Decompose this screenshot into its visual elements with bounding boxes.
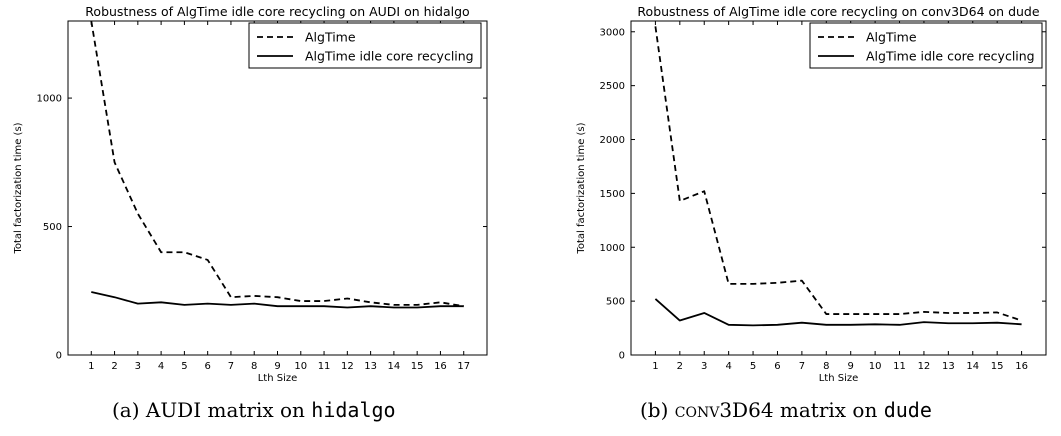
x-tick-label: 12 — [918, 361, 931, 372]
y-tick-label: 500 — [606, 297, 625, 308]
x-tick-label: 8 — [823, 361, 829, 372]
caption-b: (b) conv3D64 matrix on dude — [640, 398, 932, 422]
chart-title: Robustness of AlgTime idle core recyclin… — [85, 4, 469, 19]
x-tick-label: 7 — [799, 361, 805, 372]
x-tick-label: 9 — [274, 361, 280, 372]
y-tick-label: 0 — [56, 351, 62, 362]
legend: AlgTime AlgTime idle core recycling — [809, 22, 1043, 69]
x-tick-label: 15 — [991, 361, 1004, 372]
x-tick-label: 1 — [88, 361, 94, 372]
plot-frame — [630, 20, 1047, 356]
charts-canvas: Robustness of AlgTime idle core recyclin… — [13, 4, 1047, 384]
chart-title: Robustness of AlgTime idle core recyclin… — [637, 4, 1039, 19]
x-tick-label: 16 — [434, 361, 447, 372]
x-tick-label: 10 — [869, 361, 882, 372]
caption-b-machine: dude — [883, 398, 932, 422]
x-tick-label: 5 — [750, 361, 756, 372]
x-tick-label: 10 — [294, 361, 307, 372]
x-tick-label: 2 — [111, 361, 117, 372]
x-tick-label: 9 — [848, 361, 854, 372]
x-tick-label: 8 — [251, 361, 257, 372]
x-axis-label: Lth Size — [258, 373, 298, 384]
legend-label: AlgTime idle core recycling — [305, 49, 474, 64]
x-tick-label: 13 — [364, 361, 377, 372]
x-tick-label: 3 — [701, 361, 707, 372]
y-tick-label: 2500 — [600, 81, 625, 92]
x-tick-label: 13 — [942, 361, 955, 372]
y-tick-label: 0 — [619, 351, 625, 362]
x-tick-label: 4 — [725, 361, 731, 372]
legend-label: AlgTime — [866, 30, 917, 45]
x-tick-label: 7 — [228, 361, 234, 372]
caption-a-label: (a) AUDI matrix on — [112, 398, 312, 422]
y-tick-label: 1500 — [600, 189, 625, 200]
caption-b-prefix: (b) — [640, 398, 675, 422]
legend-box — [248, 22, 482, 69]
y-tick-label: 3000 — [600, 27, 625, 38]
x-tick-label: 1 — [652, 361, 658, 372]
y-tick-label: 1000 — [600, 243, 625, 254]
x-tick-label: 12 — [341, 361, 354, 372]
series-line-idle-core-recycling — [654, 298, 1022, 327]
caption-a: (a) AUDI matrix on hidalgo — [112, 398, 396, 422]
y-tick-label: 2000 — [600, 135, 625, 146]
legend: AlgTime AlgTime idle core recycling — [248, 22, 482, 69]
legend-label: AlgTime — [305, 30, 356, 45]
y-axis-label: Total factorization time (s) — [576, 122, 587, 254]
x-tick-label: 2 — [677, 361, 683, 372]
caption-b-label: 3D64 matrix on — [719, 398, 884, 422]
y-tick-label: 1000 — [37, 94, 62, 105]
legend-label: AlgTime idle core recycling — [866, 49, 1035, 64]
caption-a-machine: hidalgo — [311, 398, 396, 422]
series-line-idle-core-recycling — [91, 291, 464, 309]
x-tick-label: 16 — [1015, 361, 1028, 372]
caption-b-matrix-prefix: conv — [674, 398, 720, 422]
x-tick-label: 17 — [457, 361, 470, 372]
series-line-algtime — [654, 26, 1022, 322]
chart-1: Robustness of AlgTime idle core recyclin… — [576, 4, 1047, 384]
x-tick-label: 5 — [181, 361, 187, 372]
x-tick-label: 4 — [158, 361, 164, 372]
x-tick-label: 11 — [893, 361, 906, 372]
x-tick-label: 11 — [318, 361, 331, 372]
x-tick-label: 3 — [135, 361, 141, 372]
x-tick-label: 15 — [411, 361, 424, 372]
x-tick-label: 14 — [388, 361, 401, 372]
x-tick-label: 14 — [966, 361, 979, 372]
chart-0: Robustness of AlgTime idle core recyclin… — [13, 4, 488, 384]
x-axis-label: Lth Size — [819, 373, 859, 384]
legend-box — [809, 22, 1043, 69]
y-axis-label: Total factorization time (s) — [13, 122, 24, 254]
x-tick-label: 6 — [774, 361, 780, 372]
x-tick-label: 6 — [204, 361, 210, 372]
y-tick-label: 500 — [43, 222, 62, 233]
series-line-algtime — [90, 20, 464, 308]
